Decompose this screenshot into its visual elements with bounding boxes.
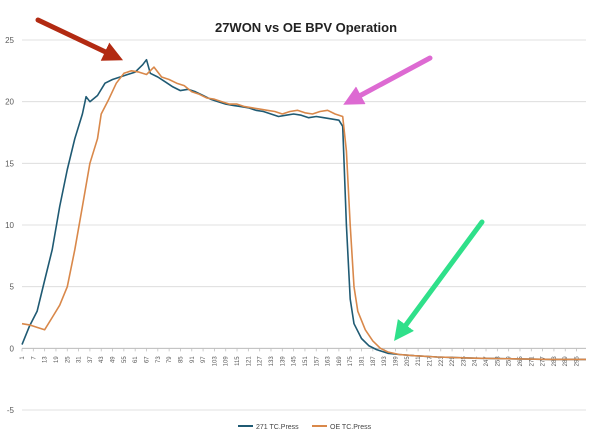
- x-tick-label: 217: [427, 356, 433, 367]
- y-tick-label: 20: [5, 98, 14, 107]
- x-tick-label: 61: [133, 356, 139, 363]
- x-tick-label: 169: [337, 356, 343, 367]
- x-tick-label: 25: [65, 356, 71, 363]
- x-tick-label: 241: [473, 356, 479, 367]
- x-axis-ticks: 1 7 13 19 25 31 37 43 49 55 61 67 73 79 85 91 97 103 109 11…: [20, 348, 581, 366]
- x-tick-label: 127: [258, 356, 264, 367]
- x-tick-label: 187: [371, 356, 377, 367]
- legend-label-oe: OE TC.Press: [330, 424, 372, 431]
- x-tick-label: 103: [212, 356, 218, 367]
- gridlines: [22, 39, 586, 411]
- x-tick-label: 7: [31, 356, 37, 360]
- x-tick-label: 289: [563, 356, 569, 367]
- x-tick-label: 157: [314, 356, 320, 367]
- x-tick-label: 67: [144, 356, 150, 363]
- x-tick-label: 235: [461, 356, 467, 367]
- x-tick-label: 199: [393, 356, 399, 367]
- green-arrow: [394, 219, 485, 342]
- x-tick-label: 163: [326, 356, 332, 367]
- legend-label-271: 271 TC.Press: [256, 424, 299, 431]
- y-tick-label: 5: [10, 283, 15, 292]
- x-tick-label: 259: [507, 356, 513, 367]
- x-tick-label: 151: [303, 356, 309, 367]
- x-tick-label: 229: [450, 356, 456, 367]
- x-tick-label: 19: [54, 356, 60, 363]
- x-tick-label: 85: [178, 356, 184, 363]
- chart-title: 27WON vs OE BPV Operation: [215, 20, 397, 35]
- y-tick-label: 10: [5, 221, 14, 230]
- x-tick-label: 133: [269, 356, 275, 367]
- x-tick-label: 271: [529, 356, 535, 367]
- x-tick-label: 139: [280, 356, 286, 367]
- x-tick-label: 55: [122, 356, 128, 363]
- x-tick-label: 79: [167, 356, 173, 363]
- x-tick-label: 181: [360, 356, 366, 367]
- x-tick-label: 205: [405, 356, 411, 367]
- annotation-arrows: [35, 17, 485, 342]
- x-tick-label: 109: [224, 356, 230, 367]
- x-tick-label: 265: [518, 356, 524, 367]
- legend: 271 TC.Press OE TC.Press: [238, 424, 372, 431]
- x-tick-label: 193: [382, 356, 388, 367]
- y-tick-label: 25: [5, 36, 14, 45]
- magenta-arrow: [343, 55, 433, 105]
- x-tick-label: 175: [348, 356, 354, 367]
- x-tick-label: 115: [235, 356, 241, 366]
- series-line-1: [21, 66, 586, 361]
- x-tick-label: 121: [246, 356, 252, 367]
- y-tick-label: 0: [10, 344, 15, 353]
- x-tick-label: 43: [99, 356, 105, 363]
- x-tick-label: 283: [552, 356, 558, 367]
- y-tick-label: -5: [7, 406, 15, 415]
- x-tick-label: 31: [77, 356, 83, 363]
- x-tick-label: 277: [541, 356, 547, 367]
- x-tick-label: 73: [156, 356, 162, 363]
- x-tick-label: 13: [43, 356, 49, 363]
- series-lines: [21, 58, 586, 361]
- y-axis-ticks: -5 0 5 10 15 20 25: [5, 36, 14, 415]
- x-tick-label: 247: [484, 356, 490, 367]
- x-tick-label: 211: [416, 356, 422, 366]
- x-tick-label: 49: [111, 356, 117, 363]
- x-tick-label: 97: [201, 356, 207, 363]
- x-tick-label: 253: [495, 356, 501, 367]
- x-tick-label: 295: [575, 356, 581, 367]
- y-tick-label: 15: [5, 159, 14, 168]
- x-tick-label: 37: [88, 356, 94, 363]
- x-tick-label: 223: [439, 356, 445, 367]
- x-tick-label: 91: [190, 356, 196, 363]
- x-tick-label: 1: [20, 356, 26, 360]
- red-arrow: [35, 17, 124, 61]
- x-tick-label: 145: [292, 356, 298, 367]
